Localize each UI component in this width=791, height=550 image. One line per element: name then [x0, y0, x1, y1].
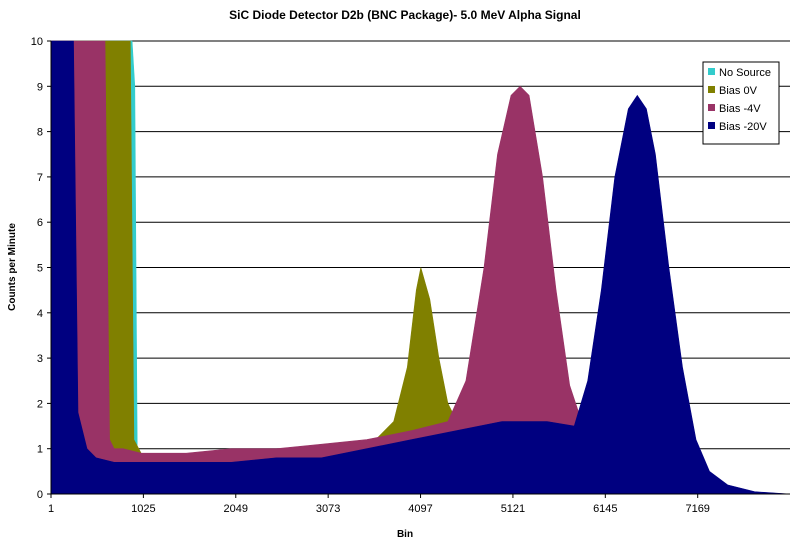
- x-tick-label: 4097: [408, 503, 432, 515]
- legend: No Source Bias 0V Bias -4V Bias -20V: [702, 61, 780, 145]
- legend-swatch: [708, 104, 715, 111]
- legend-label: Bias -4V: [719, 103, 761, 115]
- chart-title: SiC Diode Detector D2b (BNC Package)- 5.…: [229, 8, 581, 22]
- x-tick-label: 7169: [685, 503, 709, 515]
- y-tick-label: 9: [37, 81, 43, 93]
- legend-label: Bias -20V: [719, 121, 767, 133]
- x-tick-label: 6145: [593, 503, 617, 515]
- legend-label: Bias 0V: [719, 85, 758, 97]
- x-tick-label: 1025: [131, 503, 155, 515]
- legend-swatch: [708, 122, 715, 129]
- y-tick-label: 10: [31, 36, 43, 48]
- legend-items: No Source Bias 0V Bias -4V Bias -20V: [708, 67, 771, 133]
- y-tick-label: 2: [37, 398, 43, 410]
- y-tick-label: 1: [37, 444, 43, 456]
- x-axis-label: Bin: [397, 529, 413, 540]
- y-tick-labels: 0 1 2 3 4 5 6 7 8 9 10: [31, 36, 43, 501]
- legend-swatch: [708, 68, 715, 75]
- axes: [47, 40, 790, 498]
- x-tick-label: 5121: [501, 503, 525, 515]
- x-tick-label: 2049: [224, 503, 248, 515]
- x-tick-label: 1: [48, 503, 54, 515]
- y-tick-label: 5: [37, 263, 43, 275]
- legend-swatch: [708, 86, 715, 93]
- x-tick-labels: 1 1025 2049 3073 4097 5121 6145 7169: [48, 503, 710, 515]
- y-tick-label: 4: [37, 308, 43, 320]
- y-axis-label: Counts per Minute: [7, 223, 18, 311]
- y-tick-label: 7: [37, 172, 43, 184]
- y-tick-label: 0: [37, 489, 43, 501]
- y-tick-label: 8: [37, 127, 43, 139]
- y-tick-label: 3: [37, 353, 43, 365]
- y-tick-label: 6: [37, 217, 43, 229]
- series-area-3: [50, 40, 791, 495]
- x-tick-label: 3073: [316, 503, 340, 515]
- series-areas: [50, 40, 791, 495]
- legend-box: [702, 61, 780, 145]
- legend-label: No Source: [719, 67, 771, 79]
